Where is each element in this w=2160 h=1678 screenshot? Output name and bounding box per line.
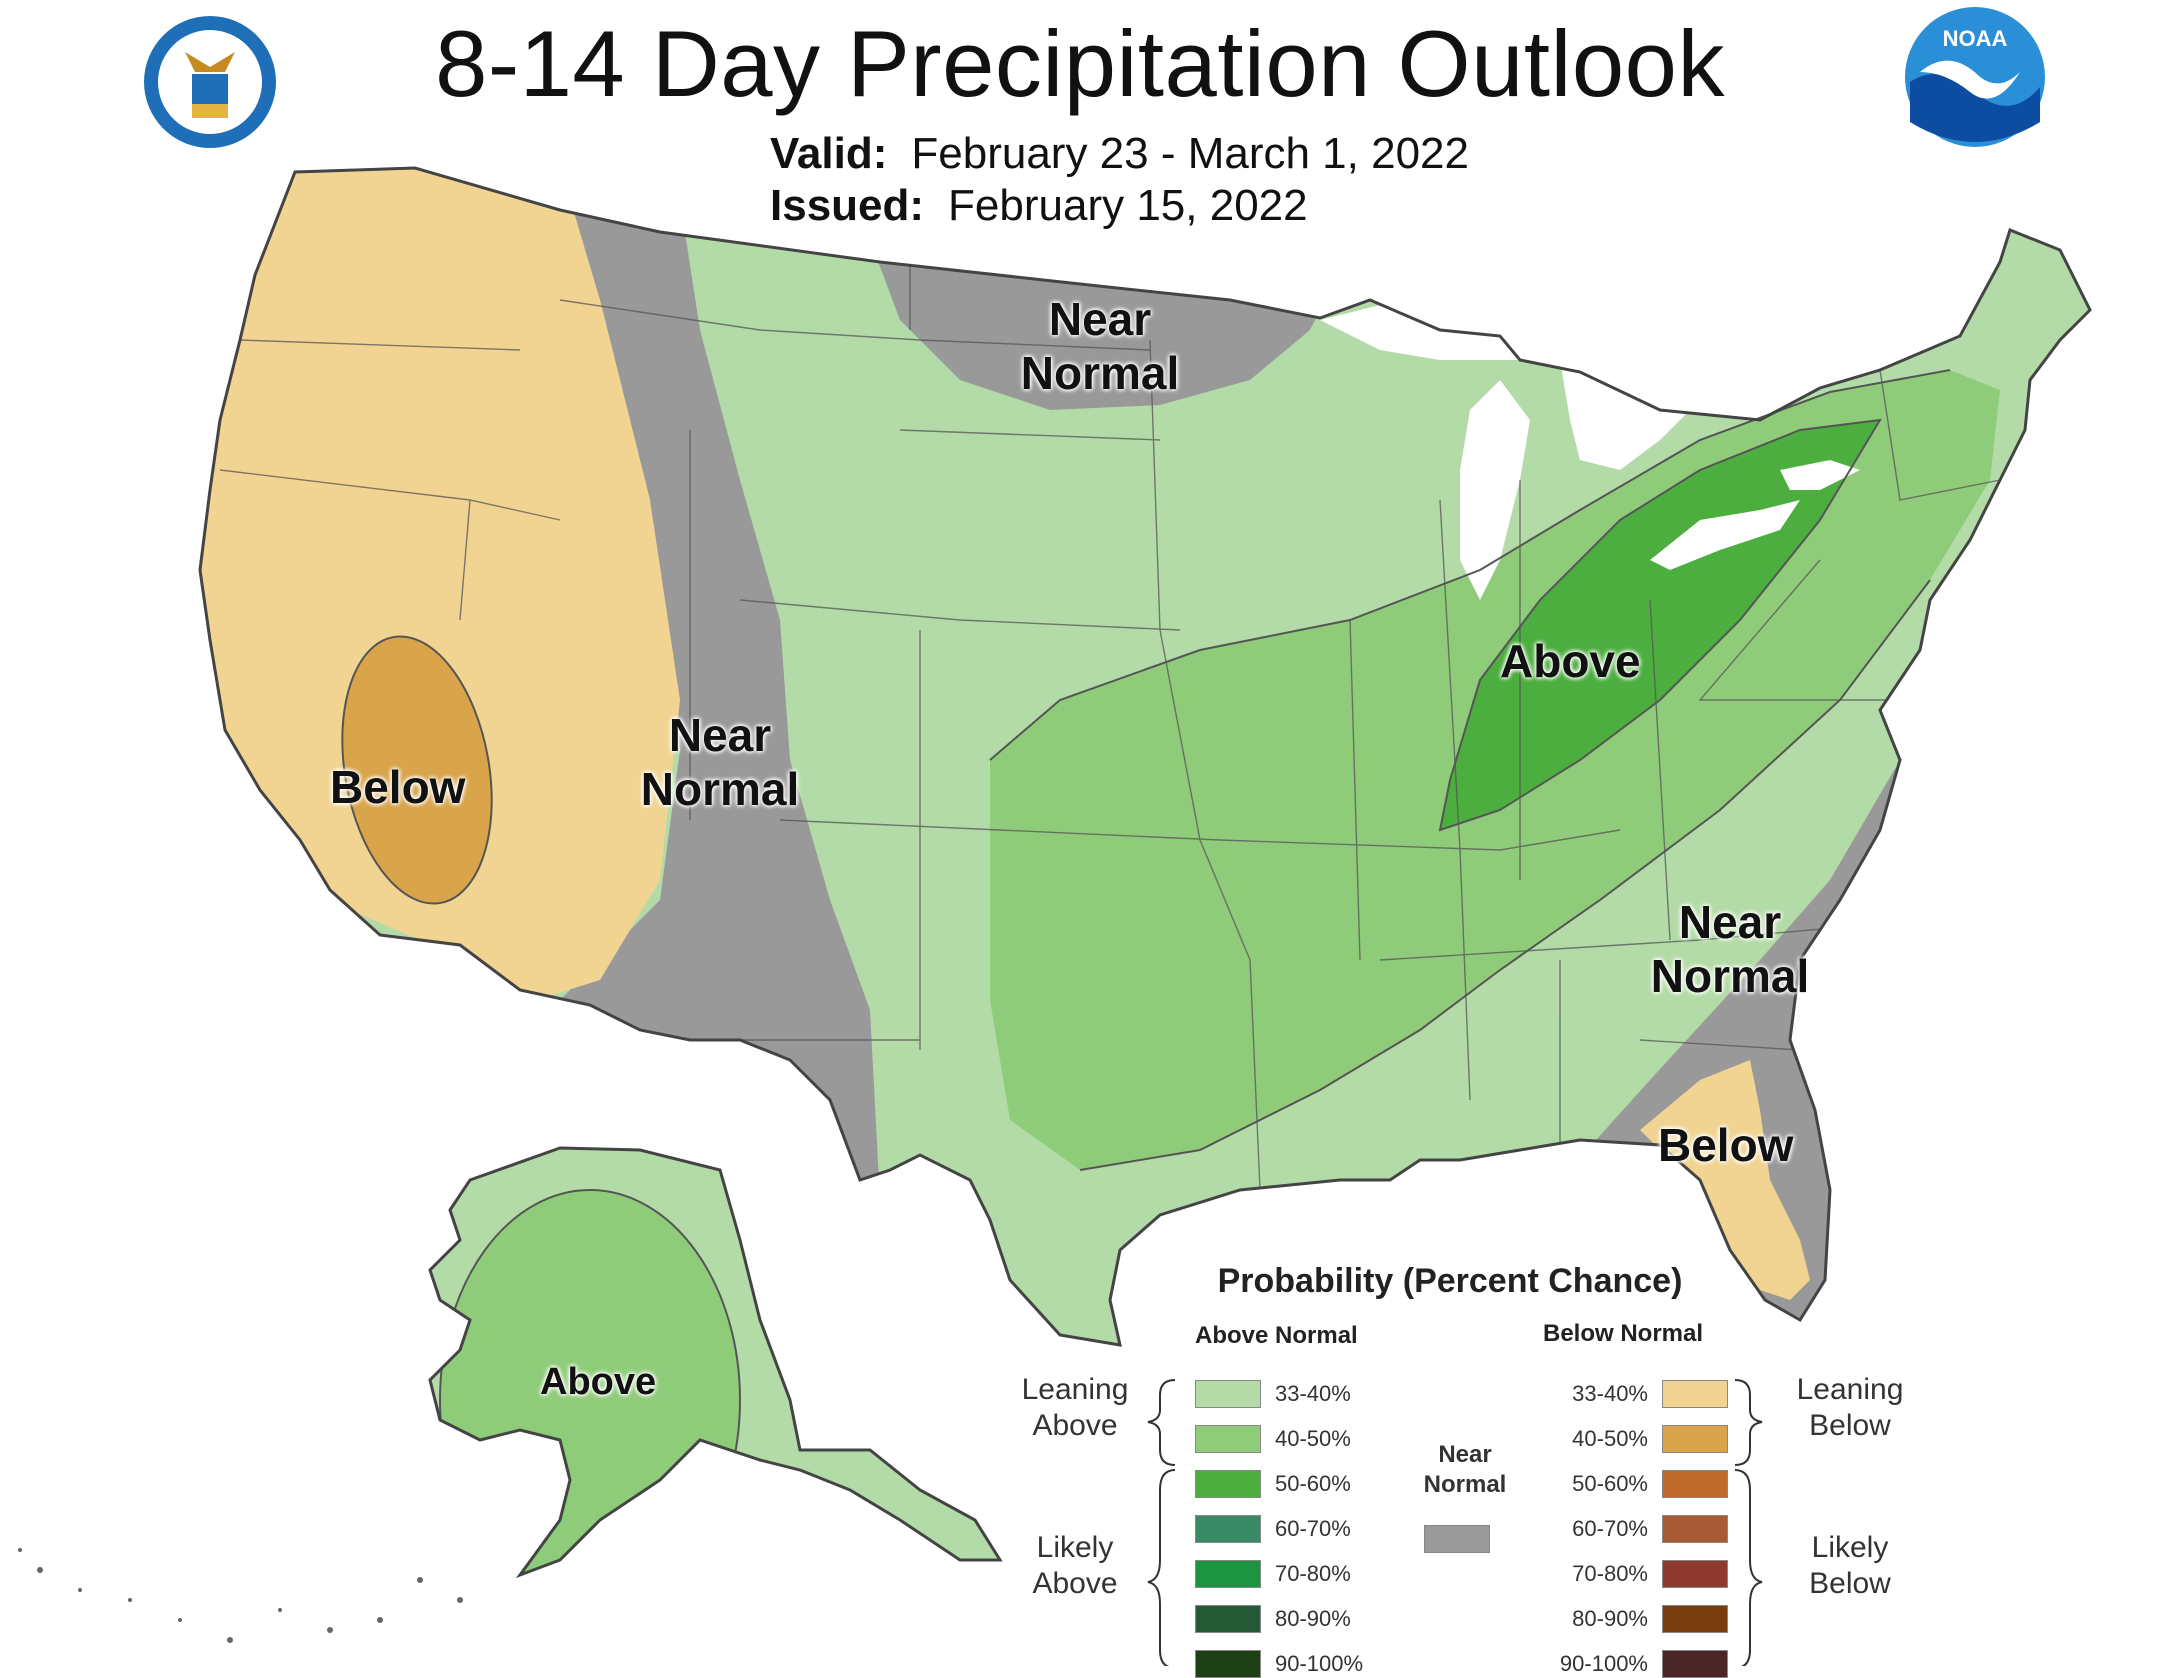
alaska-fill [430, 1148, 1000, 1575]
legend-below-label: 50-60% [1572, 1471, 1648, 1496]
legend-leaning-above: Leaning Above [1021, 1373, 1129, 1442]
legend-below-swatch [1662, 1380, 1728, 1408]
legend-below-swatch [1662, 1425, 1728, 1453]
issued-value: February 15, 2022 [948, 181, 1308, 230]
west-below-core [341, 635, 493, 905]
legend-title: Probability (Percent Chance) [1217, 1262, 1683, 1300]
legend-above-swatch [1195, 1605, 1261, 1633]
legend-below-swatch [1662, 1605, 1728, 1633]
region-label-west-near-normal: Near Normal [640, 709, 800, 815]
legend-below-label: 80-90% [1572, 1606, 1648, 1631]
legend-likely-below: Likely Below [1809, 1531, 1891, 1600]
legend-below-label: 70-80% [1572, 1561, 1648, 1586]
legend-below-label: 40-50% [1572, 1426, 1648, 1451]
valid-value: February 23 - March 1, 2022 [911, 129, 1469, 178]
validity-block: Valid: February 23 - March 1, 2022 Issued… [770, 128, 1469, 232]
legend-above-label: 90-100% [1275, 1651, 1364, 1676]
region-label-west-below: Below [330, 761, 466, 813]
legend-below-label: 60-70% [1572, 1516, 1648, 1541]
legend-above-swatch [1195, 1560, 1261, 1588]
valid-key: Valid: [770, 129, 888, 178]
svg-text:NOAA: NOAA [1943, 26, 2008, 51]
legend-below-swatch [1662, 1470, 1728, 1498]
legend-near-normal-label: Near Normal [1423, 1441, 1507, 1498]
region-label-se-near-normal: Near Normal [1650, 896, 1810, 1002]
conus-outline [198, 166, 2092, 1347]
legend-above-label: 33-40% [1275, 1381, 1351, 1406]
legend-above-label: 40-50% [1275, 1426, 1351, 1451]
legend-below-swatch [1662, 1560, 1728, 1588]
legend-below-header: Below Normal [1543, 1320, 1704, 1347]
legend-likely-above: Likely Above [1032, 1531, 1118, 1600]
legend-above-label: 70-80% [1275, 1561, 1351, 1586]
legend-below-swatch [1662, 1515, 1728, 1543]
legend-near-normal-swatch [1424, 1525, 1490, 1553]
legend-brackets [1147, 1379, 1763, 1666]
legend-below-label: 90-100% [1559, 1651, 1648, 1676]
legend-above-label: 60-70% [1275, 1516, 1351, 1541]
legend-leaning-below: Leaning Below [1796, 1373, 1904, 1442]
issued-key: Issued: [770, 181, 925, 230]
noaa-logo: NOAA [1905, 7, 2045, 147]
region-label-ohio-above: Above [1500, 635, 1641, 687]
legend-above-swatch [1195, 1515, 1261, 1543]
region-label-north-near-normal: Near Normal [1020, 293, 1180, 399]
legend-above-swatch [1195, 1425, 1261, 1453]
legend-above-swatch [1195, 1380, 1261, 1408]
legend-above-header: Above Normal [1195, 1322, 1358, 1349]
legend-above-label: 50-60% [1275, 1471, 1351, 1496]
legend-above-swatch [1195, 1470, 1261, 1498]
legend-below-label: 33-40% [1572, 1381, 1648, 1406]
legend-above-label: 80-90% [1275, 1606, 1351, 1631]
commerce-seal-logo [144, 16, 276, 148]
region-label-ak-above: Above [540, 1361, 657, 1403]
region-label-fl-below: Below [1658, 1119, 1794, 1171]
alaska-outline [428, 1146, 1003, 1579]
legend-above-swatch [1195, 1650, 1261, 1678]
aleutian-islands [18, 1548, 463, 1643]
page-title: 8-14 Day Precipitation Outlook [435, 11, 1725, 116]
legend-below-swatch [1662, 1650, 1728, 1678]
